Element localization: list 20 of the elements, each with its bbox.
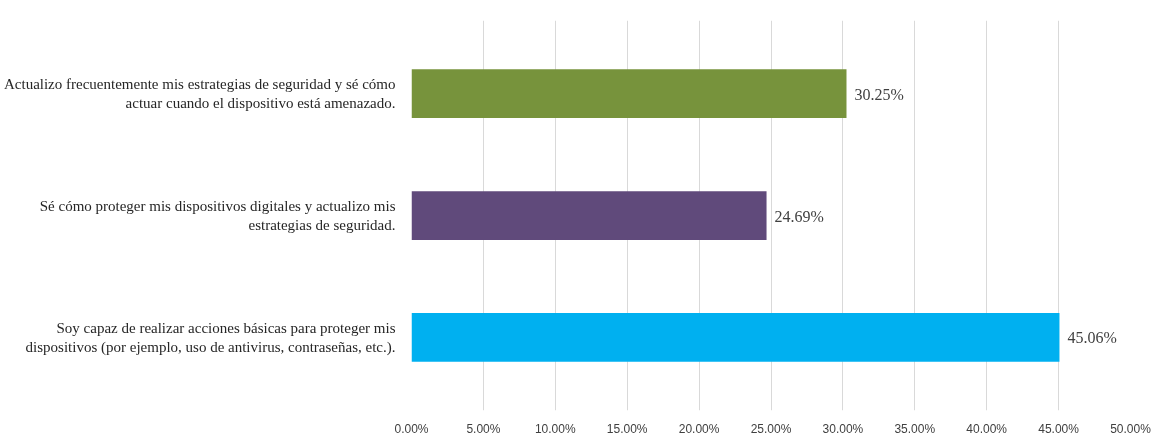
x-tick-label: 40.00% [966,421,1008,436]
bar [411,191,767,240]
x-tick-label: 20.00% [678,421,720,436]
data-label: 45.06% [1067,329,1117,347]
x-tick-label: 10.00% [534,421,576,436]
bar [411,313,1060,362]
data-label: 30.25% [854,85,904,103]
x-tick-label: 25.00% [750,421,792,436]
y-tick-label: Sé cómo proteger mis dispositivos digitales y actualizo mis estrategias de seguridad. [39,197,396,234]
x-tick-label: 5.00% [466,421,501,436]
x-tick-label: 50.00% [1110,421,1152,436]
data-label: 24.69% [774,207,824,225]
x-tick-label: 45.00% [1038,421,1080,436]
x-tick-label: 35.00% [894,421,936,436]
x-tick-label: 0.00% [394,421,429,436]
y-tick-label: Actualizo frecuentemente mis estrategias de seguridad y sé cómo actuar cuando el dispositivo está amenazado. [3,76,396,112]
x-tick-label: 15.00% [606,421,648,436]
x-tick-label: 30.00% [822,421,864,436]
y-tick-label: Soy capaz de realizar acciones básicas para proteger mis dispositivos (por ejemplo, uso de antivirus, contraseñas, etc.). [25,319,396,356]
bar [411,69,847,118]
